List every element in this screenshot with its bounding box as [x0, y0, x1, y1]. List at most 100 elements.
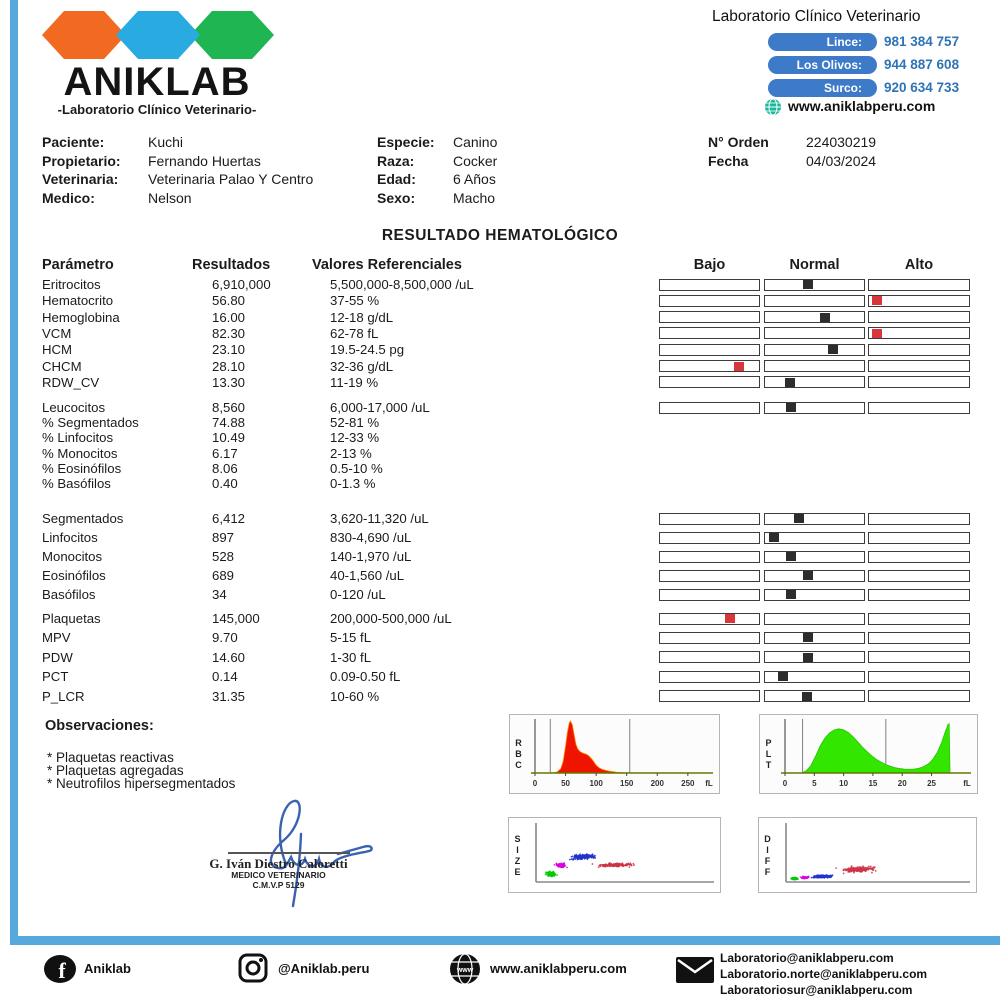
param-cell: MPV	[42, 630, 71, 646]
result-cell: 14.60	[212, 649, 246, 665]
ref-range-cell: 37-55 %	[330, 293, 380, 309]
result-cell: 13.30	[212, 374, 246, 390]
param-cell: Hemoglobina	[42, 309, 120, 325]
range-box-bajo	[659, 294, 760, 307]
result-marker	[872, 328, 883, 338]
page-border-bottom	[10, 936, 1000, 945]
range-box-normal	[764, 531, 865, 544]
param-cell: Monocitos	[42, 549, 103, 564]
aniklab-logo-hexagons	[42, 11, 274, 59]
ref-range-cell: 200,000-500,000 /uL	[330, 611, 452, 626]
result-cell: 23.10	[212, 342, 246, 358]
svg-text:200: 200	[651, 779, 665, 788]
patient-label: Edad:	[377, 171, 416, 187]
range-box-bajo	[659, 512, 760, 525]
ref-range-cell: 11-19 %	[330, 374, 379, 390]
range-box-alto	[868, 278, 970, 291]
patient-value: Kuchi	[148, 134, 184, 150]
param-cell: % Linfocitos	[42, 430, 114, 446]
range-box-bajo	[659, 651, 760, 664]
range-box-alto	[868, 531, 970, 544]
patient-value: Canino	[453, 134, 498, 150]
range-box-bajo	[659, 360, 760, 372]
param-cell: HCM	[42, 342, 73, 358]
contact-pill-1: Lince:	[768, 33, 877, 51]
range-box-bajo	[659, 690, 760, 703]
order-value: 04/03/2024	[806, 152, 877, 169]
range-box-alto	[868, 690, 970, 703]
result-cell: 8,560	[212, 400, 246, 415]
param-cell: P_LCR	[42, 688, 85, 704]
contact-pill-3: Surco:	[768, 79, 877, 97]
range-box-bajo	[659, 311, 760, 324]
result-marker	[725, 614, 736, 623]
header-website: www.aniklabperu.com	[788, 98, 936, 114]
patient-value: 6 Años	[453, 171, 496, 187]
patient-value: Nelson	[148, 189, 192, 206]
result-marker	[733, 361, 744, 371]
range-box-alto	[868, 631, 970, 644]
result-marker	[784, 377, 795, 387]
svg-text:fL: fL	[705, 779, 713, 788]
result-marker	[802, 280, 813, 289]
ref-range-cell: 0-1.3 %	[330, 476, 376, 491]
facebook-icon: f	[44, 955, 76, 983]
veterinarian-license: C.M.V.P 5129	[252, 880, 305, 890]
globe-icon	[765, 98, 781, 116]
ref-range-cell: 140-1,970 /uL	[330, 549, 412, 564]
result-marker	[802, 652, 813, 662]
veterinarian-name: G. Iván Diestro Caloretti	[209, 856, 348, 871]
range-box-normal	[764, 690, 865, 703]
result-marker	[786, 552, 797, 561]
range-box-bajo	[659, 612, 760, 625]
patient-label: Raza:	[377, 152, 415, 169]
param-cell: Eosinófilos	[42, 568, 106, 583]
range-box-bajo	[659, 550, 760, 563]
result-cell: 6,910,000	[212, 277, 271, 292]
brand-name: ANIKLAB	[63, 60, 251, 104]
result-cell: 31.35	[212, 688, 246, 704]
result-cell: 74.88	[212, 415, 246, 431]
svg-text:0: 0	[533, 779, 538, 788]
col-parametro: Parámetro	[42, 257, 114, 273]
result-cell: 145,000	[212, 611, 260, 626]
ref-range-cell: 6,000-17,000 /uL	[330, 400, 430, 415]
range-box-alto	[868, 588, 970, 601]
result-cell: 10.49	[212, 430, 246, 446]
svg-text:20: 20	[898, 779, 907, 788]
result-marker	[803, 633, 814, 643]
range-box-alto	[868, 670, 970, 683]
range-box-bajo	[659, 343, 760, 356]
range-box-normal	[764, 401, 865, 414]
param-cell: RDW_CV	[42, 374, 100, 390]
result-cell: 0.40	[212, 476, 238, 491]
patient-value: Cocker	[453, 152, 498, 169]
range-box-normal	[764, 512, 865, 525]
result-cell: 16.00	[212, 309, 246, 325]
range-box-normal	[764, 327, 865, 340]
range-box-alto	[868, 651, 970, 664]
contact-pill-2: Los Olivos:	[768, 56, 877, 74]
svg-text:15: 15	[868, 779, 877, 788]
result-cell: 528	[212, 549, 235, 564]
footer-email: Laboratorio@aniklabperu.com	[720, 951, 894, 965]
col-normal: Normal	[789, 257, 840, 273]
order-value: 224030219	[806, 134, 877, 150]
range-box-normal	[764, 631, 865, 644]
svg-text:5: 5	[812, 779, 817, 788]
range-box-alto	[868, 376, 970, 389]
range-box-normal	[764, 670, 865, 683]
observations-title: Observaciones:	[45, 718, 154, 734]
patient-label: Veterinaria:	[42, 171, 119, 187]
patient-value: Veterinaria Palao Y Centro	[148, 171, 314, 187]
ref-range-cell: 830-4,690 /uL	[330, 530, 412, 545]
result-cell: 82.30	[212, 325, 246, 341]
ref-range-cell: 0.5-10 %	[330, 460, 383, 476]
result-cell: 9.70	[212, 630, 238, 646]
result-marker	[803, 571, 814, 580]
observation-item: * Plaquetas reactivas	[47, 750, 174, 765]
param-cell: PCT	[42, 669, 69, 685]
ref-range-cell: 0-120 /uL	[330, 587, 386, 602]
ref-range-cell: 5,500,000-8,500,000 /uL	[330, 277, 474, 292]
